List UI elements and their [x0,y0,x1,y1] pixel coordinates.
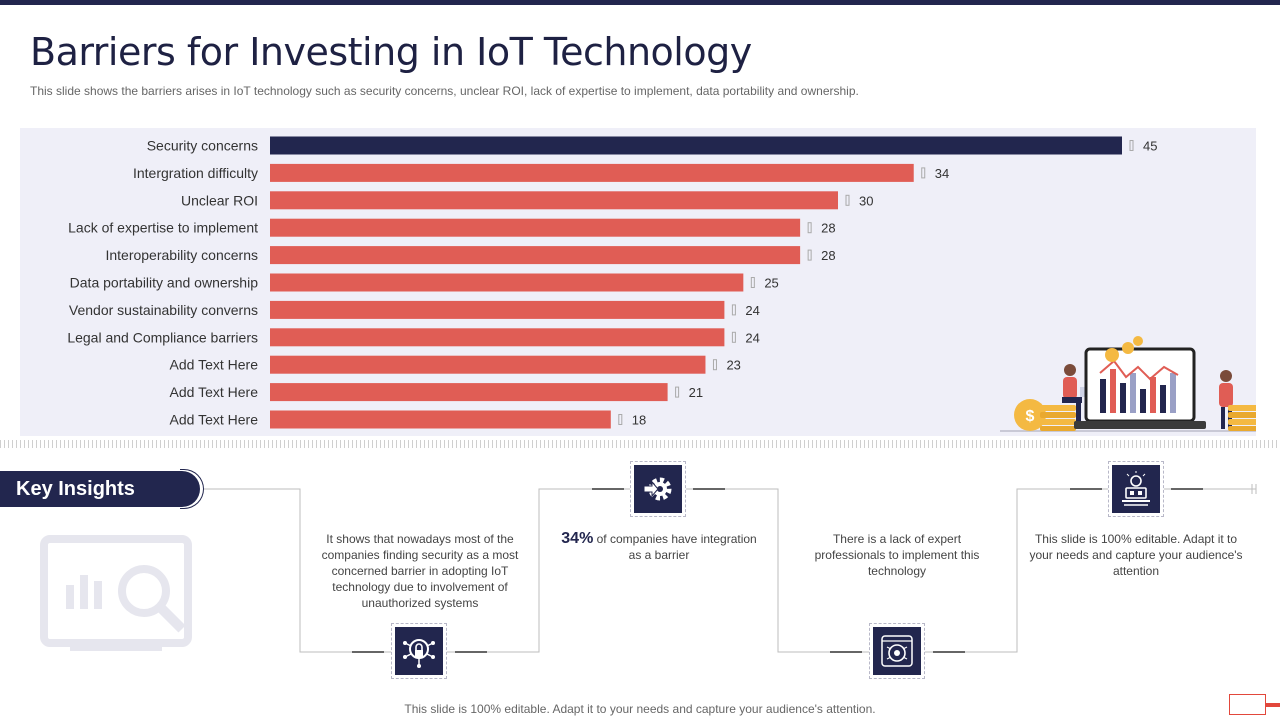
corner-accent-box [1229,694,1266,715]
bar [270,410,611,429]
data-label: 23 [726,358,740,373]
security-lock-network-icon-box [391,623,447,679]
category-label: Add Text Here [170,384,259,400]
category-label: Add Text Here [170,412,259,428]
value-marker [807,249,812,261]
data-label: 28 [821,221,835,236]
bar [270,300,725,319]
category-label: Security concerns [147,138,258,154]
insight-text-2: 34% of companies have integration as a b… [554,531,764,563]
coin-icon [1014,399,1046,431]
category-label: Legal and Compliance barriers [67,329,258,345]
value-marker [807,222,812,234]
category-label: Add Text Here [170,357,259,373]
data-label: 28 [821,248,835,263]
section-divider [0,440,1280,448]
footer-note: This slide is 100% editable. Adapt it to… [404,702,876,716]
value-marker [845,194,850,206]
person-icon [1064,364,1076,376]
bar-chart-panel: Security concerns 45 Intergration difficul… [20,128,1256,436]
bar [270,218,801,237]
data-label: 24 [745,303,759,318]
svg-text:$: $ [1026,408,1035,425]
bar-chart: Security concerns 45 Intergration difficul… [67,136,1256,432]
insight-highlight-value: 34% [561,530,594,547]
value-marker [731,304,736,316]
data-label: 21 [689,385,703,400]
bar [270,246,801,265]
page-title: Barriers for Investing in IoT Technology [30,30,752,74]
page-subtitle: This slide shows the barriers arises in … [30,84,859,98]
value-marker [731,331,736,343]
value-marker [921,167,926,179]
security-lock-network-icon [403,639,435,668]
category-label: Lack of expertise to implement [68,220,258,236]
bar [270,383,668,402]
analytics-watermark-icon [40,535,192,651]
category-label: Interoperability concerns [105,247,258,263]
corner-accent-line [1266,703,1280,707]
top-accent-bar [0,0,1280,5]
data-label: 18 [632,413,646,428]
insight-text-3: There is a lack of expert professionals … [814,532,980,578]
bar [270,328,725,347]
data-label: 45 [1143,139,1157,154]
tools-idea-icon [1122,471,1150,506]
category-label: Vendor sustainability converns [69,302,258,318]
data-label: 25 [764,276,778,291]
category-label: Intergration difficulty [133,165,258,181]
bar [270,191,838,210]
bar [270,136,1122,155]
value-marker [712,359,717,371]
investment-illustration: $ [1000,336,1256,432]
key-insights-tab: Key Insights [0,471,200,507]
bar [270,355,706,374]
chip-network-icon [881,635,913,667]
insight-text-2-body: of companies have integration as a barri… [593,532,757,562]
gear-arrow-icon-box [630,461,686,517]
insight-text-1: It shows that nowadays most of the compa… [321,532,519,610]
chip-network-icon-box [869,623,925,679]
value-marker [618,414,623,425]
bar [270,273,744,292]
value-marker [1129,140,1134,151]
tools-idea-icon-box [1108,461,1164,517]
bar [270,163,914,182]
data-label: 34 [935,166,949,181]
value-marker [750,277,755,288]
gear-arrow-icon [643,477,672,501]
insight-text-4: This slide is 100% editable. Adapt it to… [1029,532,1243,578]
data-label: 24 [745,330,759,345]
category-label: Data portability and ownership [70,275,259,291]
data-label: 30 [859,193,873,208]
category-label: Unclear ROI [181,192,258,208]
value-marker [675,386,680,398]
